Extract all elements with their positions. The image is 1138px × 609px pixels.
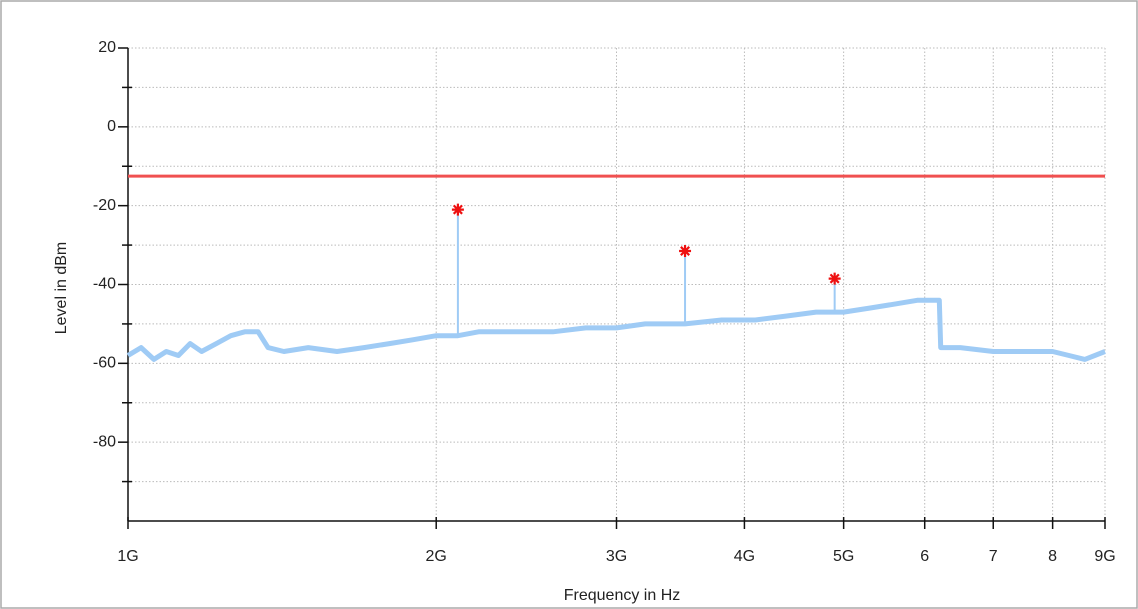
y-tick-label: -40 — [93, 276, 116, 293]
x-tick-label: 8 — [1048, 548, 1057, 565]
peak-marker — [679, 244, 692, 257]
trace — [126, 297, 1106, 362]
x-tick-label: 7 — [989, 548, 998, 565]
x-axis-label: Frequency in Hz — [564, 587, 681, 604]
y-tick-label: 20 — [98, 39, 116, 56]
x-tick-label: 2G — [426, 548, 447, 565]
y-tick-label: 0 — [107, 118, 116, 135]
peak-marker — [451, 203, 464, 216]
y-axis-label: Level in dBm — [53, 242, 70, 335]
x-tick-label: 3G — [606, 548, 627, 565]
x-tick-label: 5G — [833, 548, 854, 565]
x-tick-label: 4G — [734, 548, 755, 565]
y-tick-label: -60 — [93, 355, 116, 372]
x-tick-label: 6 — [920, 548, 929, 565]
y-tick-label: -80 — [93, 433, 116, 450]
peak-marker — [828, 272, 841, 285]
x-tick-label: 9G — [1094, 548, 1115, 565]
x-tick-label: 1G — [117, 548, 138, 565]
y-tick-label: -20 — [93, 197, 116, 214]
